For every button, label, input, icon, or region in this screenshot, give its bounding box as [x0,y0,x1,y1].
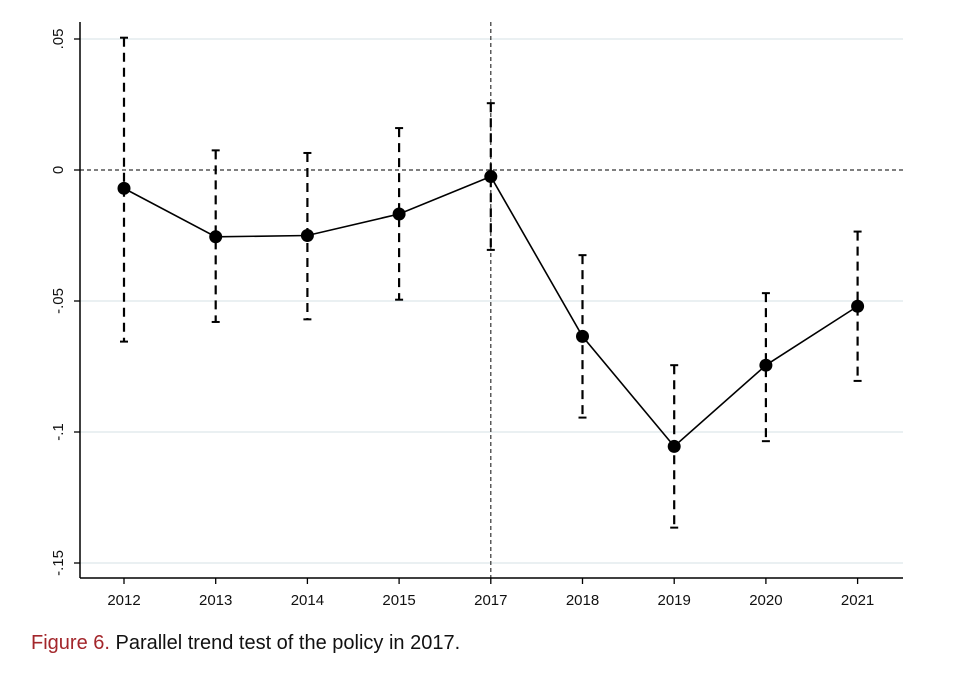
data-point [576,329,589,343]
x-tick-label: 2015 [382,592,415,609]
data-point [209,230,223,244]
x-tick-label: 2020 [749,592,782,609]
y-tick-label: .05 [50,29,67,50]
reference-lines [80,22,903,578]
x-tick-label: 2019 [658,592,691,609]
data-point [117,181,131,195]
series-points [117,170,865,453]
x-tick-label: 2013 [199,592,232,609]
x-tick-label: 2017 [474,592,507,609]
data-point [759,358,773,372]
data-point [300,229,314,242]
x-tick-label: 2021 [841,592,874,609]
confidence-interval [211,149,220,323]
y-tick-label: 0 [50,166,67,174]
data-point [484,170,498,184]
figure-caption-text: Parallel trend test of the policy in 201… [109,632,461,654]
confidence-interval [761,292,770,443]
x-tick-label: 2014 [291,592,324,609]
x-tick-label: 2012 [107,592,140,609]
gridlines [80,38,903,564]
data-point [667,439,681,453]
x-tick-label: 2018 [566,592,599,609]
data-point [851,299,865,313]
y-tick-label: -.05 [50,288,67,314]
figure-caption: Figure 6. Parallel trend test of the pol… [31,632,460,655]
tick-labels: .05 0 -.05 -.1 -.15 2012 2013 2014 2015 2017 2018 2… [50,29,874,609]
confidence-interval [853,230,862,382]
y-tick-label: -.15 [50,550,67,576]
confidence-interval [395,127,404,301]
event-study-chart: .05 0 -.05 -.1 -.15 2012 2013 2014 2015 2017 2018 2… [50,22,903,609]
figure-caption-label: Figure 6. [31,632,110,654]
confidence-interval [486,102,495,251]
y-tick-label: -.1 [50,423,67,441]
data-point [392,207,406,221]
axes [74,22,903,584]
